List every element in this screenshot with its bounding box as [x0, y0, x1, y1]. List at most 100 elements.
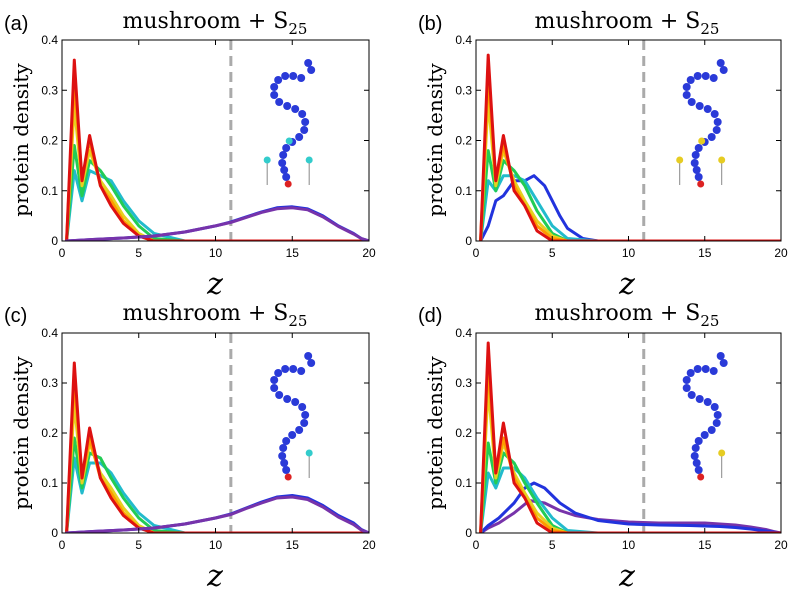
- series-line-green: [65, 144, 369, 241]
- panel-title: mushroom + S25: [123, 301, 308, 330]
- x-tick-label: 5: [135, 538, 142, 552]
- y-tick-label: 0.4: [41, 33, 58, 47]
- polymer-bead: [682, 384, 691, 392]
- polymer-bead: [289, 72, 298, 80]
- chart-panel: (c) mushroom + S25 0 5 10 15 20 0 0.1 0.2 0.3 0.4 pr…: [4, 301, 376, 594]
- y-tick-label: 0.3: [455, 83, 472, 97]
- polymer-bead: [687, 98, 696, 106]
- y-tick-label: 0.4: [41, 326, 58, 340]
- series-line-purple: [479, 499, 781, 533]
- x-tick-label: 15: [698, 246, 712, 260]
- series-line-cyan: [479, 174, 781, 241]
- polymer-bead: [716, 352, 725, 360]
- ligand-bead: [718, 449, 726, 457]
- polymer-bead: [275, 98, 284, 106]
- y-axis-label: protein density: [9, 356, 33, 510]
- polymer-bead: [279, 444, 288, 452]
- y-tick-label: 0: [51, 526, 58, 540]
- panel-title-subscript: 25: [700, 312, 719, 330]
- polymer-bead: [707, 133, 716, 141]
- polymer-end-bead: [697, 180, 705, 188]
- polymer-bead: [298, 403, 307, 411]
- polymer-bead: [701, 72, 710, 80]
- y-tick-label: 0.1: [455, 476, 472, 490]
- y-tick-label: 0: [465, 526, 472, 540]
- polymer-bead: [694, 144, 703, 152]
- ligand-bead: [718, 156, 726, 164]
- ligand-bead: [676, 156, 684, 164]
- series-line-blue: [479, 481, 781, 533]
- x-tick-label: 20: [774, 246, 788, 260]
- polymer-bead: [283, 395, 292, 403]
- panel-title-subscript: 25: [700, 20, 719, 38]
- polymer-bead: [304, 59, 313, 67]
- y-tick-label: 0.2: [455, 426, 472, 440]
- polymer-bead: [707, 426, 716, 434]
- series-line-yellow: [65, 103, 369, 241]
- polymer-bead: [713, 118, 722, 126]
- y-tick-label: 0.3: [41, 376, 58, 390]
- y-tick-label: 0.3: [455, 376, 472, 390]
- polymer-bead: [298, 110, 307, 118]
- series-line-cyan: [479, 466, 781, 533]
- series-line-yellow: [479, 98, 781, 241]
- x-tick-label: 10: [622, 246, 636, 260]
- polymer-bead: [289, 365, 298, 373]
- polymer-bead: [282, 437, 291, 445]
- polymer-end-bead: [284, 180, 292, 188]
- series-line-orange: [479, 361, 781, 533]
- panel-title: mushroom + S25: [535, 301, 720, 330]
- polymer-bead: [719, 66, 728, 74]
- chart-panel: (d) mushroom + S25 0 5 10 15 20 0 0.1 0.2 0.3 0.4 pr…: [418, 301, 788, 594]
- polymer-bead: [281, 365, 290, 373]
- axes-frame: [61, 39, 370, 242]
- polymer-bead: [700, 431, 709, 439]
- series-line-red: [65, 361, 369, 533]
- series-line-red: [479, 341, 781, 533]
- polymer-bead: [709, 74, 718, 82]
- polymer-bead: [693, 365, 702, 373]
- series-line-purple: [65, 495, 369, 533]
- polymer-bead: [691, 444, 700, 452]
- series-line-purple: [65, 206, 369, 241]
- series-group: [479, 341, 781, 533]
- polymer-bead: [307, 359, 316, 367]
- polymer-bead: [297, 367, 306, 375]
- polymer-bead: [291, 105, 300, 113]
- chart-panel: (b) mushroom + S25 0 5 10 15 20 0 0.1 0.2 0.3 0.4 pr…: [418, 9, 788, 302]
- polymer-bead: [307, 66, 316, 74]
- x-tick-label: 10: [209, 246, 223, 260]
- polymer-bead: [270, 83, 279, 91]
- polymer-bead: [300, 126, 309, 134]
- polymer-bead: [692, 459, 701, 467]
- polymer-bead: [288, 431, 297, 439]
- axes-frame: [475, 332, 782, 534]
- polymer-bead: [280, 166, 289, 174]
- polymer-bead: [693, 72, 702, 80]
- axes-frame: [61, 332, 370, 534]
- polymer-bead: [301, 411, 310, 419]
- x-tick-label: 15: [698, 538, 712, 552]
- polymer-bead: [703, 105, 712, 113]
- polymer-bead: [686, 76, 695, 84]
- x-axis-label: z: [618, 559, 635, 594]
- ligand-bead: [305, 156, 313, 164]
- series-line-cyan: [65, 169, 369, 241]
- polymer-bead: [712, 419, 721, 427]
- polymer-bead: [691, 151, 700, 159]
- x-tick-label: 20: [362, 246, 376, 260]
- series-group: [65, 58, 369, 241]
- panel-label: (d): [418, 305, 442, 327]
- x-axis-label: z: [206, 559, 223, 594]
- y-axis-label: protein density: [423, 356, 447, 510]
- polymer-end-bead: [697, 473, 705, 481]
- polymer-bead: [682, 83, 691, 91]
- series-line-cyan: [65, 456, 369, 533]
- polymer-bead: [686, 369, 695, 377]
- polymer-bead: [712, 126, 721, 134]
- polymer-bead: [282, 466, 291, 474]
- x-tick-label: 10: [209, 538, 223, 552]
- polymer-bead: [291, 398, 300, 406]
- polymer-end-bead: [284, 473, 292, 481]
- x-tick-label: 5: [135, 246, 142, 260]
